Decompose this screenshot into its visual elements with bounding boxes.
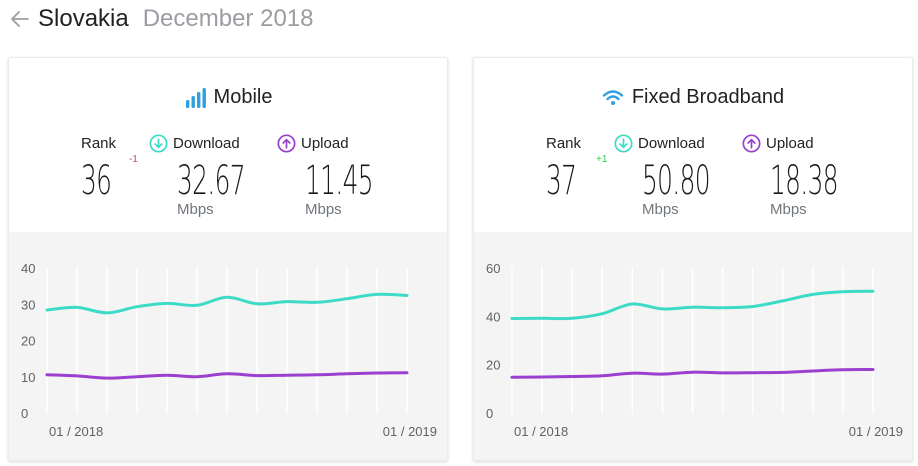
upload-series-line [510,368,875,379]
upload-metric: Upload 11.45 Mbps [277,132,415,218]
upload-value: 11.45 [305,158,374,204]
upload-unit: Mbps [305,201,342,218]
fixed-speed-chart: 0 20 40 60 01 / 2018 01 / 2019 [486,261,903,439]
rank-value: 37 [546,158,577,204]
wifi-icon [602,89,624,105]
upload-series-line [45,371,409,380]
y-tick-label: 40 [486,309,500,324]
date-title: December 2018 [142,5,314,32]
fixed-broadband-card: Fixed Broadband Rank 37 +1 Download 50.8… [473,57,913,461]
download-series-line [510,289,875,321]
mobile-card: Mobile Rank 36 -1 Download 32.67 Mbps Up… [8,57,448,461]
card-title-label: Fixed Broadband [631,86,785,108]
rank-label: Rank [81,134,117,152]
upload-unit: Mbps [770,201,807,218]
x-tick-label: 01 / 2018 [514,424,568,439]
x-tick-label: 01 / 2018 [49,424,103,439]
download-value: 32.67 [177,158,246,204]
upload-arrow-icon [277,133,296,153]
rank-metric: Rank 36 [81,132,130,205]
upload-label: Upload [766,134,814,152]
fixed-chart-area: 0 20 40 60 01 / 2018 01 / 2019 [474,232,912,460]
x-tick-label: 01 / 2019 [383,424,437,439]
upload-metric: Upload 18.38 Mbps [742,132,880,218]
y-tick-label: 20 [21,334,35,349]
upload-label: Upload [301,134,349,152]
x-tick-label: 01 / 2019 [849,424,903,439]
card-title: Fixed Broadband [474,86,912,109]
download-arrow-icon [614,133,633,153]
download-metric: Download 50.80 Mbps [614,132,752,218]
download-unit: Mbps [177,201,214,218]
rank-change: -1 [129,154,138,165]
download-unit: Mbps [642,201,679,218]
download-arrow-icon [149,133,168,153]
page-header: Slovakia December 2018 [8,4,313,34]
y-tick-label: 40 [21,261,35,276]
y-tick-label: 0 [21,406,28,421]
y-tick-label: 60 [486,261,500,276]
y-tick-label: 20 [486,358,500,373]
upload-value: 18.38 [770,158,839,204]
download-label: Download [638,134,705,152]
y-tick-label: 0 [486,406,493,421]
rank-metric: Rank 37 [546,132,595,205]
download-label: Download [173,134,240,152]
rank-change: +1 [596,154,608,165]
y-tick-label: 30 [21,297,35,312]
upload-arrow-icon [742,133,761,153]
download-metric: Download 32.67 Mbps [149,132,287,218]
signal-bars-icon [185,87,206,108]
card-title: Mobile [9,86,447,109]
rank-label: Rank [546,134,582,152]
card-title-label: Mobile [213,86,273,108]
country-title: Slovakia [38,5,129,32]
y-tick-label: 10 [21,370,35,385]
mobile-chart-area: 0 10 20 30 40 01 / 2018 01 / 2019 [9,232,447,460]
mobile-speed-chart: 0 10 20 30 40 01 / 2018 01 / 2019 [21,261,437,439]
rank-value: 36 [81,158,112,204]
download-series-line [45,292,409,315]
back-arrow-icon[interactable] [8,7,32,31]
download-value: 50.80 [642,158,711,204]
